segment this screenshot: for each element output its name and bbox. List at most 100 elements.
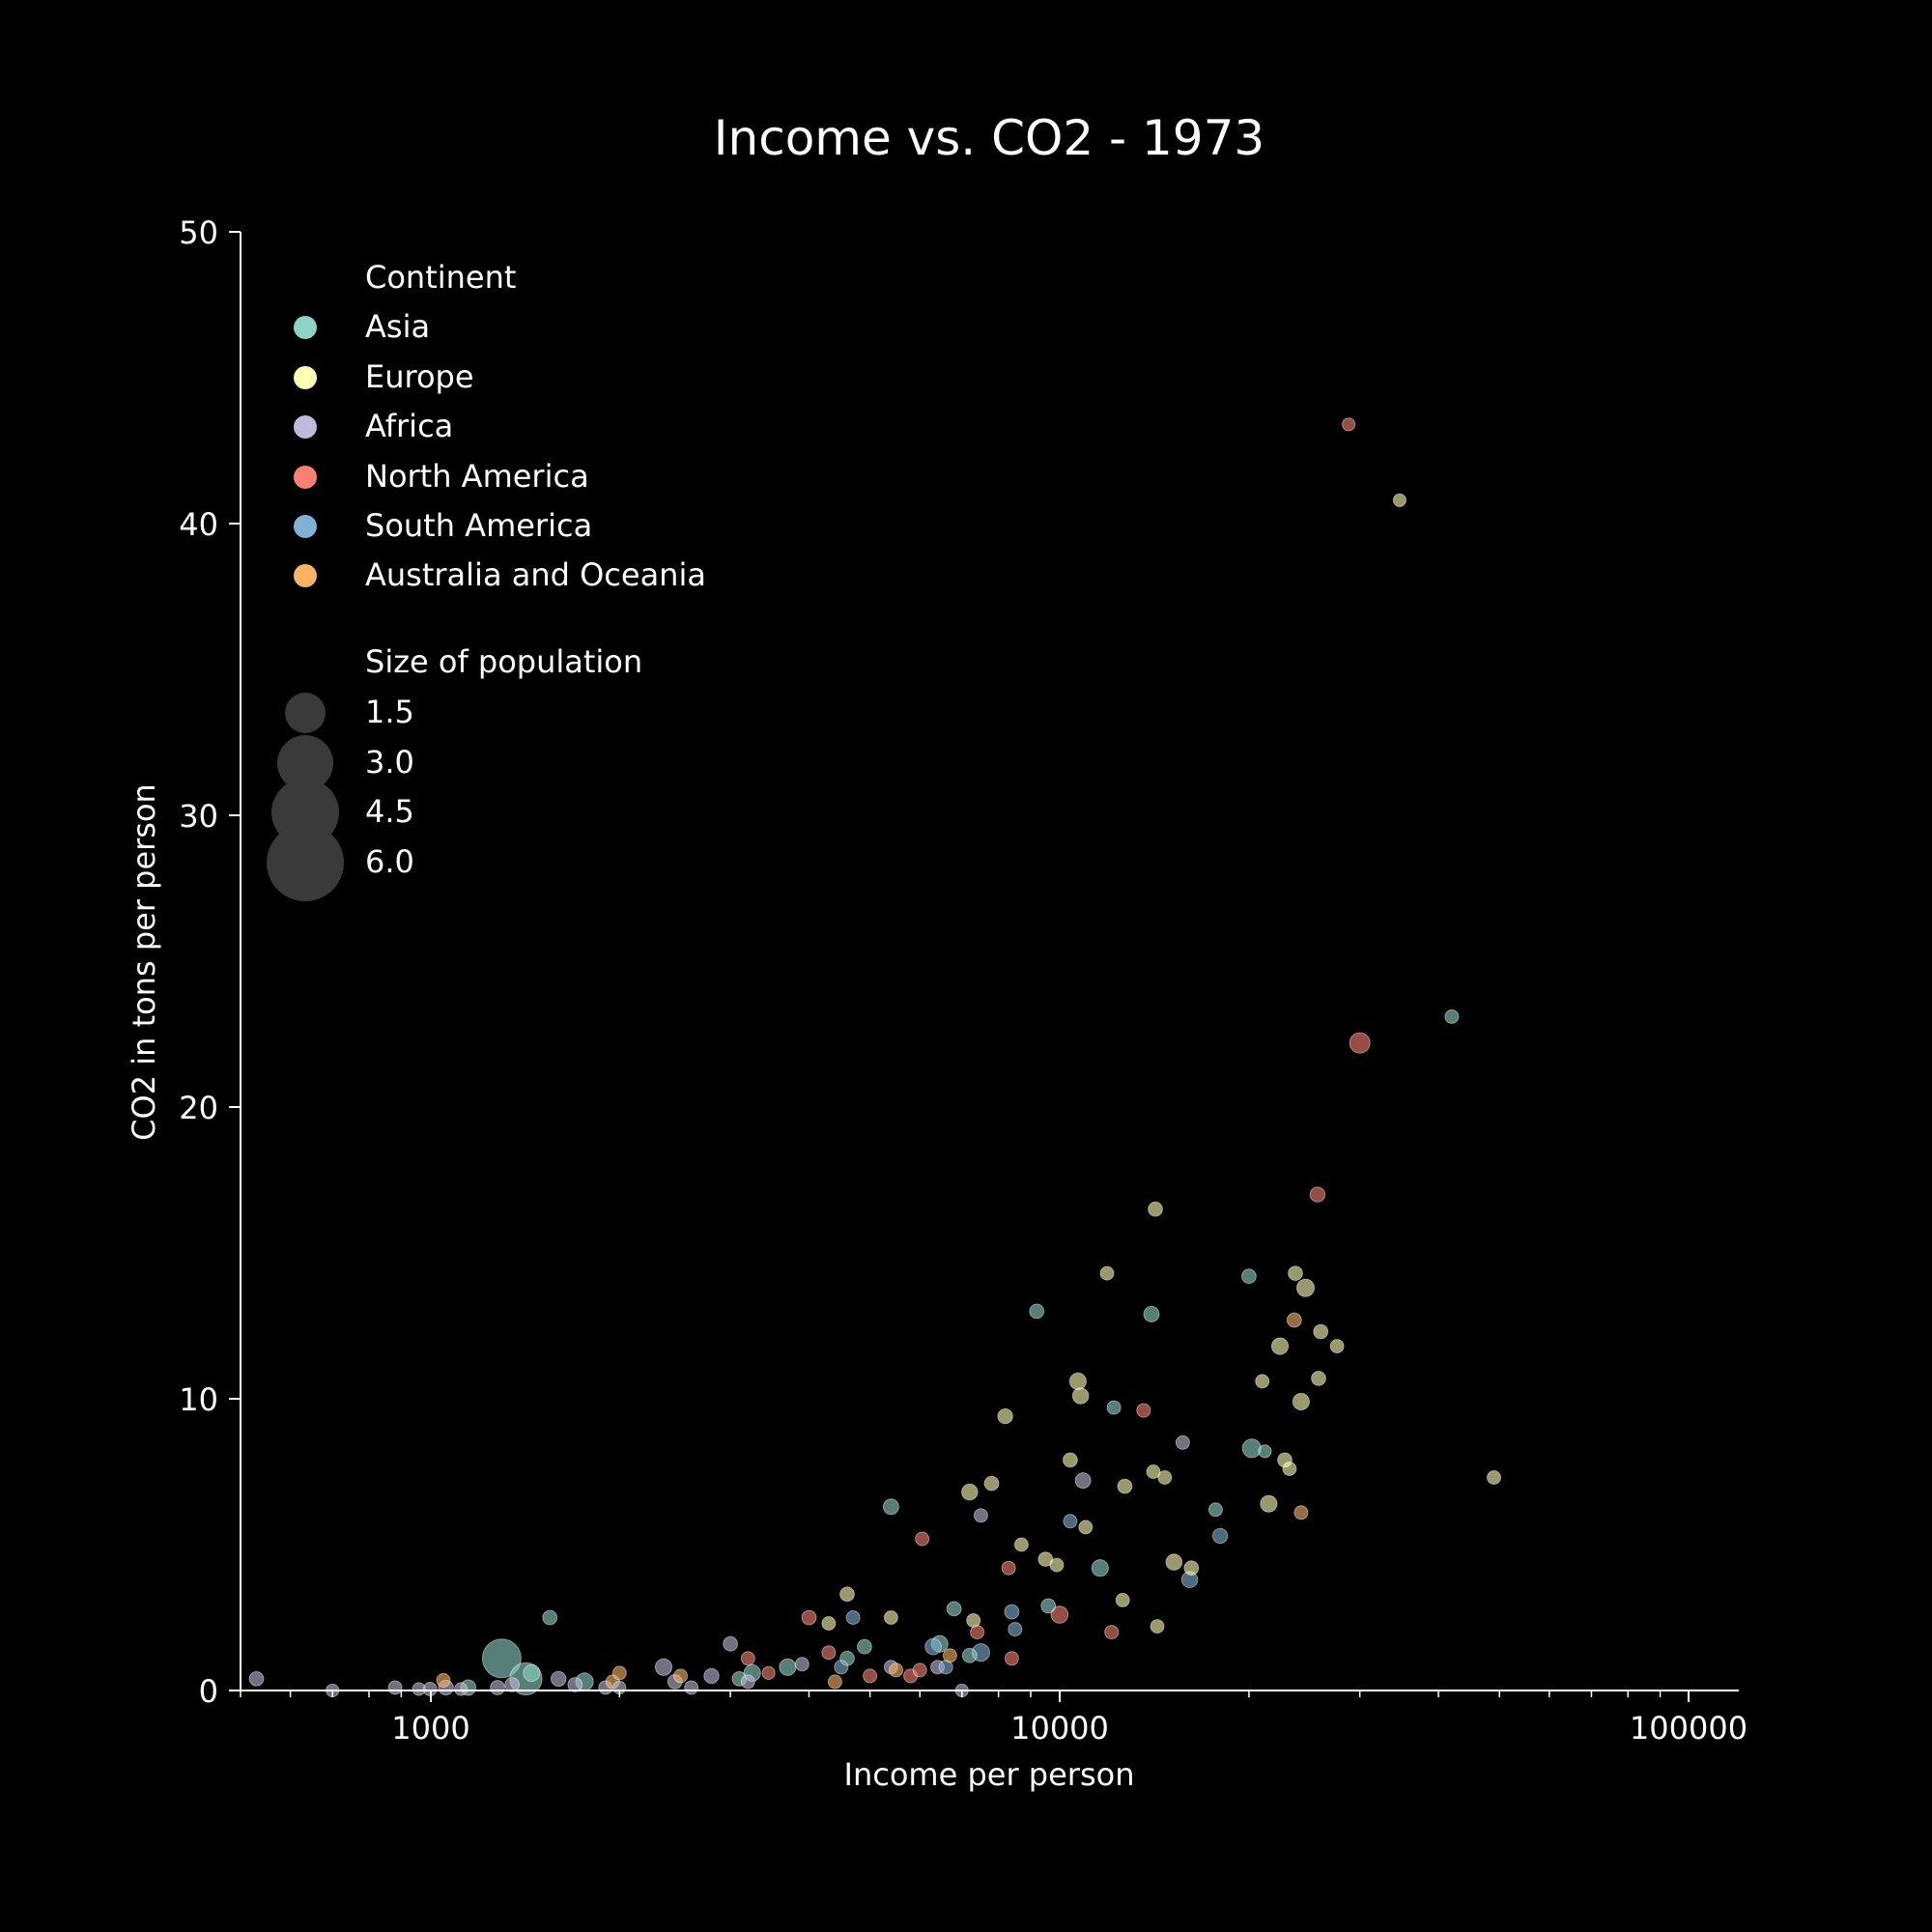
data-point-europe bbox=[1049, 1557, 1065, 1573]
data-point-south-america bbox=[834, 1660, 849, 1675]
data-point-europe bbox=[1115, 1592, 1130, 1607]
data-point-europe bbox=[961, 1483, 979, 1501]
data-point-australia-and-oceania bbox=[889, 1662, 904, 1678]
data-point-africa bbox=[1175, 1435, 1190, 1450]
data-point-europe bbox=[1295, 1278, 1316, 1297]
legend-marker-africa bbox=[294, 415, 317, 439]
data-point-europe bbox=[1063, 1452, 1078, 1468]
data-point-north-america bbox=[1050, 1605, 1069, 1624]
data-point-north-america bbox=[912, 1662, 927, 1678]
data-point-north-america bbox=[801, 1609, 817, 1626]
data-point-north-america bbox=[970, 1625, 985, 1640]
y-tick-label: 50 bbox=[179, 214, 218, 251]
data-point-africa bbox=[703, 1667, 720, 1685]
data-point-europe bbox=[1487, 1470, 1501, 1485]
data-point-australia-and-oceania bbox=[673, 1668, 688, 1684]
data-point-south-america bbox=[1063, 1514, 1078, 1529]
legend-size-marker bbox=[267, 824, 344, 901]
legend-size-marker bbox=[285, 693, 326, 733]
legend-size-title-text: Size of population bbox=[365, 643, 642, 680]
data-point-europe bbox=[1288, 1265, 1303, 1281]
data-point-north-america bbox=[915, 1531, 930, 1547]
data-point-asia bbox=[1258, 1444, 1272, 1459]
data-point-europe bbox=[883, 1610, 898, 1625]
data-point-africa bbox=[454, 1682, 469, 1696]
data-point-asia bbox=[946, 1601, 962, 1617]
data-point-asia bbox=[1241, 1438, 1262, 1459]
data-point-africa bbox=[1074, 1472, 1092, 1490]
data-point-north-america bbox=[1001, 1560, 1016, 1576]
data-point-north-america bbox=[761, 1665, 776, 1681]
legend-marker-europe bbox=[294, 366, 317, 389]
data-point-europe bbox=[1282, 1462, 1297, 1476]
data-point-africa bbox=[248, 1671, 265, 1687]
data-point-north-america bbox=[740, 1651, 755, 1666]
data-point-asia bbox=[1106, 1400, 1122, 1415]
legend-size-label: 3.0 bbox=[365, 744, 414, 781]
legend-marker-australia-oceania bbox=[294, 564, 317, 587]
data-point-europe bbox=[997, 1407, 1013, 1425]
data-point-asia bbox=[542, 1609, 558, 1626]
data-point-europe bbox=[1311, 1371, 1326, 1386]
data-point-europe bbox=[1117, 1478, 1133, 1494]
data-point-north-america bbox=[1104, 1625, 1120, 1640]
data-point-north-america bbox=[1342, 417, 1356, 432]
x-tick-label: 100000 bbox=[1630, 1710, 1747, 1747]
data-point-africa bbox=[567, 1677, 583, 1692]
y-tick-label: 20 bbox=[179, 1090, 218, 1126]
data-point-europe bbox=[1068, 1372, 1088, 1391]
data-point-europe bbox=[1150, 1619, 1165, 1634]
data-point-asia bbox=[523, 1663, 541, 1683]
data-point-africa bbox=[794, 1657, 810, 1672]
legend-marker-north-america bbox=[294, 466, 317, 489]
legend-marker-south-america bbox=[294, 515, 317, 538]
data-point-europe bbox=[1313, 1323, 1329, 1340]
data-point-europe bbox=[1148, 1201, 1163, 1217]
data-point-europe bbox=[1329, 1339, 1345, 1354]
legend: Continent Asia Europe Africa North Ameri… bbox=[267, 259, 706, 901]
data-point-south-america bbox=[1008, 1622, 1023, 1637]
data-point-north-america bbox=[1136, 1403, 1151, 1418]
data-point-north-america bbox=[1004, 1651, 1019, 1666]
legend-continent-title: Continent bbox=[365, 259, 516, 296]
data-point-australia-and-oceania bbox=[827, 1674, 842, 1690]
x-axis-title: Income per person bbox=[844, 1756, 1135, 1793]
data-point-asia bbox=[481, 1638, 522, 1679]
data-point-europe bbox=[1183, 1560, 1200, 1577]
legend-size-marker bbox=[277, 735, 333, 791]
data-point-africa bbox=[684, 1680, 699, 1695]
data-point-europe bbox=[1255, 1374, 1270, 1389]
data-point-south-america bbox=[1004, 1604, 1020, 1620]
y-tick-label: 30 bbox=[179, 798, 218, 835]
data-point-europe bbox=[1260, 1494, 1278, 1513]
legend-label-europe: Europe bbox=[365, 358, 474, 395]
x-tick-label: 1000 bbox=[391, 1710, 469, 1747]
data-point-south-america bbox=[845, 1610, 861, 1625]
data-point-asia bbox=[1091, 1559, 1109, 1577]
legend-label-africa: Africa bbox=[365, 408, 453, 444]
y-axis-title: CO2 in tons per person bbox=[126, 783, 162, 1141]
legend-marker-asia bbox=[294, 316, 317, 339]
data-point-north-america bbox=[1349, 1032, 1371, 1054]
chart-title: Income vs. CO2 - 1973 bbox=[714, 110, 1264, 166]
data-point-asia bbox=[1208, 1502, 1223, 1518]
data-point-asia bbox=[882, 1498, 899, 1516]
legend-size-label: 1.5 bbox=[365, 694, 414, 730]
data-point-europe bbox=[1292, 1392, 1311, 1411]
legend-label-asia: Asia bbox=[365, 308, 430, 345]
data-point-africa bbox=[412, 1682, 426, 1696]
data-point-north-america bbox=[863, 1668, 878, 1684]
data-point-africa bbox=[973, 1508, 988, 1523]
y-tick-label: 0 bbox=[199, 1673, 218, 1710]
data-point-south-america bbox=[1211, 1527, 1229, 1545]
data-point-australia-and-oceania bbox=[611, 1665, 627, 1681]
data-point-asia bbox=[961, 1647, 978, 1663]
data-point-europe bbox=[1037, 1551, 1054, 1567]
data-point-africa bbox=[551, 1670, 567, 1688]
data-point-australia-and-oceania bbox=[1293, 1505, 1309, 1520]
data-point-europe bbox=[839, 1586, 855, 1603]
data-point-europe bbox=[1099, 1265, 1115, 1281]
data-point-north-america bbox=[821, 1645, 837, 1661]
